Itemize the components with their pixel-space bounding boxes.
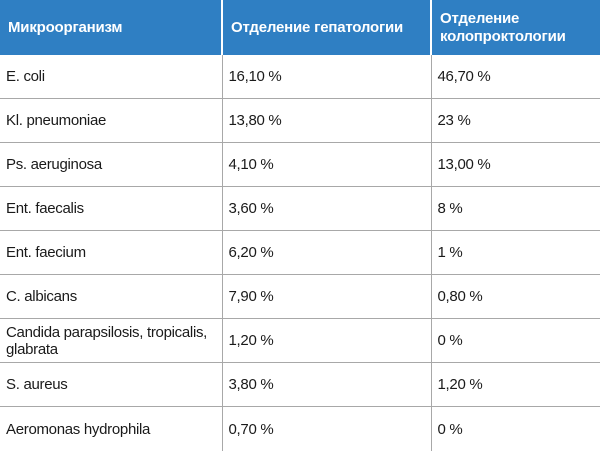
cell-coloproctology: 0,80 % bbox=[430, 274, 600, 319]
cell-microorganism: Ent. faecium bbox=[0, 230, 222, 275]
cell-hepatology: 1,20 % bbox=[221, 318, 431, 363]
cell-hepatology: 7,90 % bbox=[221, 274, 431, 319]
cell-coloproctology: 0 % bbox=[430, 318, 600, 363]
table-row: Kl. pneumoniae 13,80 % 23 % bbox=[0, 98, 600, 143]
cell-coloproctology: 0 % bbox=[430, 406, 600, 451]
cell-coloproctology: 46,70 % bbox=[430, 55, 600, 99]
cell-coloproctology: 13,00 % bbox=[430, 142, 600, 187]
cell-microorganism: C. albicans bbox=[0, 274, 222, 319]
cell-hepatology: 16,10 % bbox=[221, 55, 431, 99]
cell-hepatology: 6,20 % bbox=[221, 230, 431, 275]
table-row: C. albicans 7,90 % 0,80 % bbox=[0, 274, 600, 319]
cell-hepatology: 3,80 % bbox=[221, 362, 431, 407]
cell-coloproctology: 1,20 % bbox=[430, 362, 600, 407]
cell-hepatology: 0,70 % bbox=[221, 406, 431, 451]
cell-coloproctology: 8 % bbox=[430, 186, 600, 231]
cell-hepatology: 4,10 % bbox=[221, 142, 431, 187]
cell-microorganism: Ent. faecalis bbox=[0, 186, 222, 231]
cell-hepatology: 13,80 % bbox=[221, 98, 431, 143]
table-header-row: Микроорганизм Отделение гепатологии Отде… bbox=[0, 0, 600, 55]
header-hepatology-dept: Отделение гепатологии bbox=[221, 0, 431, 55]
cell-microorganism: S. aureus bbox=[0, 362, 222, 407]
table-row: Aeromonas hydrophila 0,70 % 0 % bbox=[0, 406, 600, 451]
cell-microorganism: Ps. aeruginosa bbox=[0, 142, 222, 187]
cell-microorganism: Kl. pneumoniae bbox=[0, 98, 222, 143]
cell-microorganism: Candida parapsilosis, tropicalis, glabra… bbox=[0, 318, 222, 363]
cell-microorganism: E. coli bbox=[0, 55, 222, 99]
table-row: E. coli 16,10 % 46,70 % bbox=[0, 55, 600, 99]
header-coloproctology-dept: Отделение колопроктологии bbox=[430, 0, 600, 55]
table-row: Ent. faecalis 3,60 % 8 % bbox=[0, 186, 600, 231]
cell-microorganism: Aeromonas hydrophila bbox=[6, 420, 151, 438]
cell-coloproctology: 23 % bbox=[430, 98, 600, 143]
table-row: S. aureus 3,80 % 1,20 % bbox=[0, 362, 600, 407]
table-row: Ent. faecium 6,20 % 1 % bbox=[0, 230, 600, 275]
cell-coloproctology: 1 % bbox=[430, 230, 600, 275]
cell-hepatology: 3,60 % bbox=[221, 186, 431, 231]
header-microorganism: Микроорганизм bbox=[0, 0, 222, 55]
table-row: Ps. aeruginosa 4,10 % 13,00 % bbox=[0, 142, 600, 187]
table-row: Candida parapsilosis, tropicalis, glabra… bbox=[0, 318, 600, 363]
